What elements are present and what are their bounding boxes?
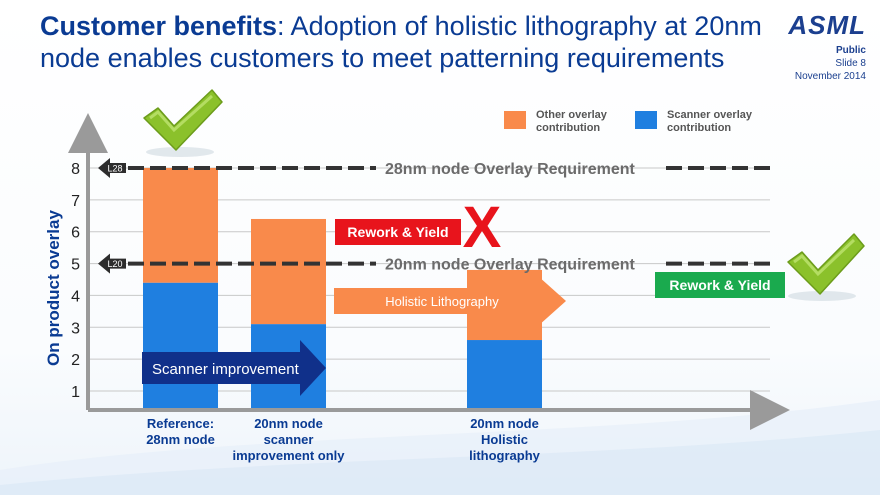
requirement-arrow-icon [98, 158, 126, 178]
bar-segment-other [251, 218, 326, 325]
y-tick-label: 2 [71, 352, 80, 369]
slide-date: November 2014 [794, 71, 866, 82]
legend-label: Other overlay contribution [536, 109, 608, 134]
legend-swatch [635, 111, 657, 129]
classification-label: Public [835, 45, 866, 56]
holistic-arrow-label: Holistic Lithography [385, 294, 499, 309]
holistic-lithography-arrow: Holistic Lithography [334, 276, 566, 326]
y-tick-label: 7 [71, 193, 80, 210]
slide-title: Customer benefits: Adoption of holistic … [40, 10, 800, 74]
rework-fail-label: Rework & Yield [347, 224, 448, 240]
rework-yield-fail-box: Rework & Yield [335, 219, 461, 245]
requirement-tag: L20 [107, 259, 122, 269]
slide-number: Slide 8 [835, 58, 866, 69]
rework-yield-pass-box: Rework & Yield [655, 272, 785, 298]
axes [68, 113, 790, 430]
requirement-line-l28: L28 28nm node Overlay Requirement [98, 158, 770, 178]
rework-pass-label: Rework & Yield [669, 277, 770, 293]
asml-logo: ASML [788, 10, 866, 40]
y-tick-label: 5 [71, 257, 80, 274]
requirement-tag: L28 [107, 164, 122, 174]
legend-label: Scanner overlay contribution [667, 109, 753, 134]
legend-swatch [504, 111, 526, 129]
scanner-improvement-arrow: Scanner improvement [142, 340, 326, 396]
x-category-labels: Reference: 28nm node 20nm node scanner impro… [146, 416, 540, 463]
requirement-label: 28nm node Overlay Requirement [385, 161, 636, 178]
y-tick-label: 4 [71, 288, 80, 305]
check-icon [143, 89, 223, 157]
title-rest: : Adoption of holistic lithography at 20… [40, 11, 762, 73]
fail-x-mark: X [463, 195, 502, 260]
check-icon [787, 233, 865, 301]
requirement-arrow-icon [98, 253, 126, 274]
y-tick-label: 3 [71, 320, 80, 337]
brand-block: ASML Public Slide 8 November 2014 [788, 10, 866, 83]
x-category-label: 20nm node scanner improvement only [233, 416, 346, 463]
scanner-arrow-label: Scanner improvement [152, 361, 300, 378]
x-category-label: 20nm node Holistic lithography [469, 416, 541, 463]
y-tick-label: 8 [71, 161, 80, 178]
title-bold: Customer benefits [40, 11, 278, 41]
y-tick-label: 1 [71, 384, 80, 401]
bar-segment-scanner [143, 282, 218, 410]
requirement-lines: L28 28nm node Overlay Requirement L20 20nm … [98, 158, 770, 274]
legend: Other overlay contribution Scanner overlay… [504, 109, 753, 134]
y-tick-labels: 1 2 3 4 5 6 7 8 [71, 161, 80, 401]
requirement-label: 20nm node Overlay Requirement [385, 257, 636, 274]
y-axis-label: On product overlay [44, 210, 63, 366]
y-tick-label: 6 [71, 225, 80, 242]
bar-segment-scanner [467, 340, 542, 410]
x-category-label: Reference: 28nm node [146, 416, 215, 447]
requirement-line-l20: L20 20nm node Overlay Requirement [98, 253, 770, 274]
